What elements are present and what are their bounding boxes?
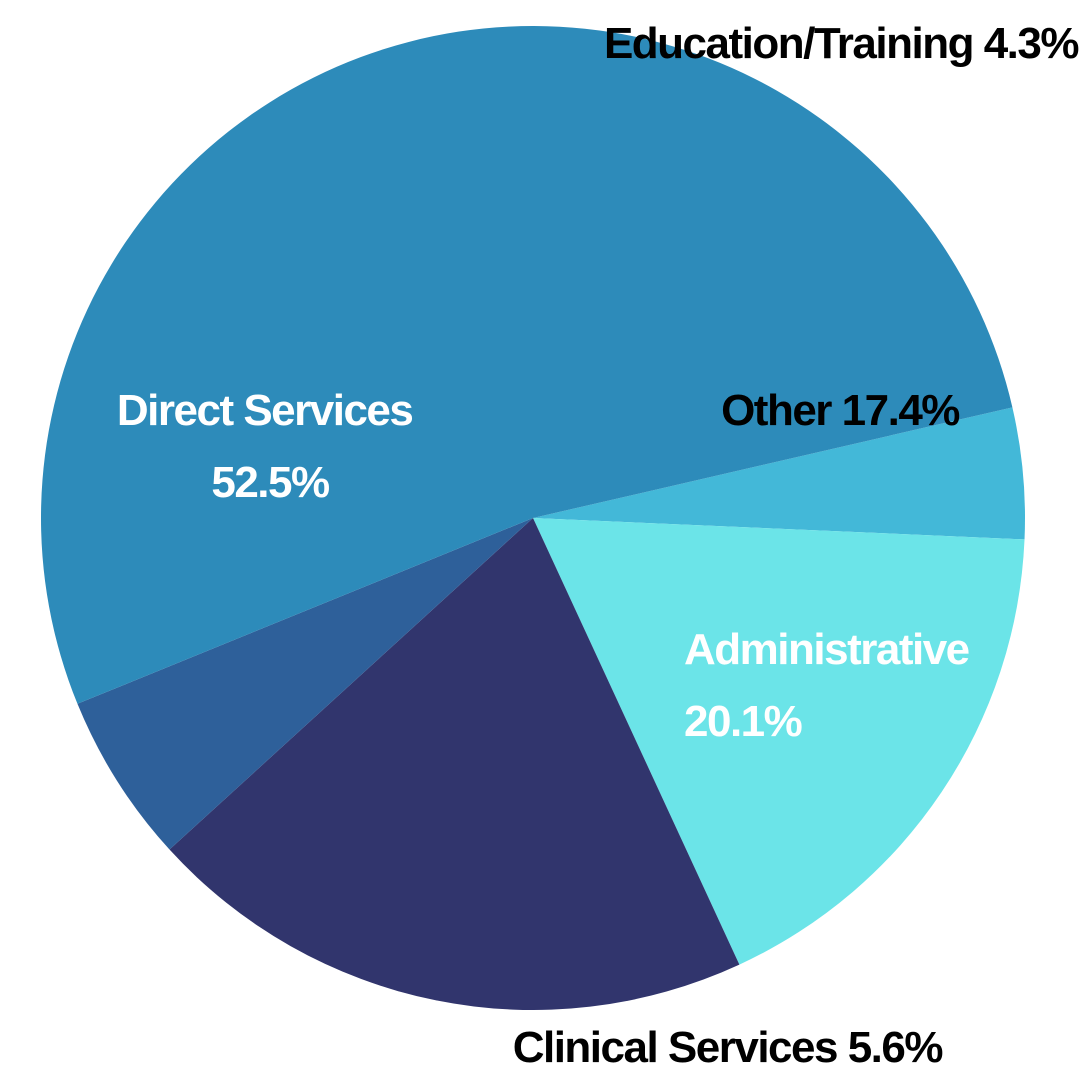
pie-slices (40, 25, 1025, 1010)
label-direct-services: Direct Services 52.5% (117, 386, 423, 507)
slice-direct-services (40, 25, 1013, 704)
label-education-training: Education/Training 4.3% (604, 19, 1078, 68)
label-clinical-services: Clinical Services 5.6% (513, 1023, 943, 1072)
slice-clinical-services (77, 518, 533, 850)
slice-other (533, 518, 1025, 965)
label-other: Other 17.4% (721, 386, 959, 435)
slice-administrative (169, 518, 740, 1010)
label-administrative: Administrative 20.1% (684, 625, 979, 746)
slice-education-training (533, 407, 1025, 540)
